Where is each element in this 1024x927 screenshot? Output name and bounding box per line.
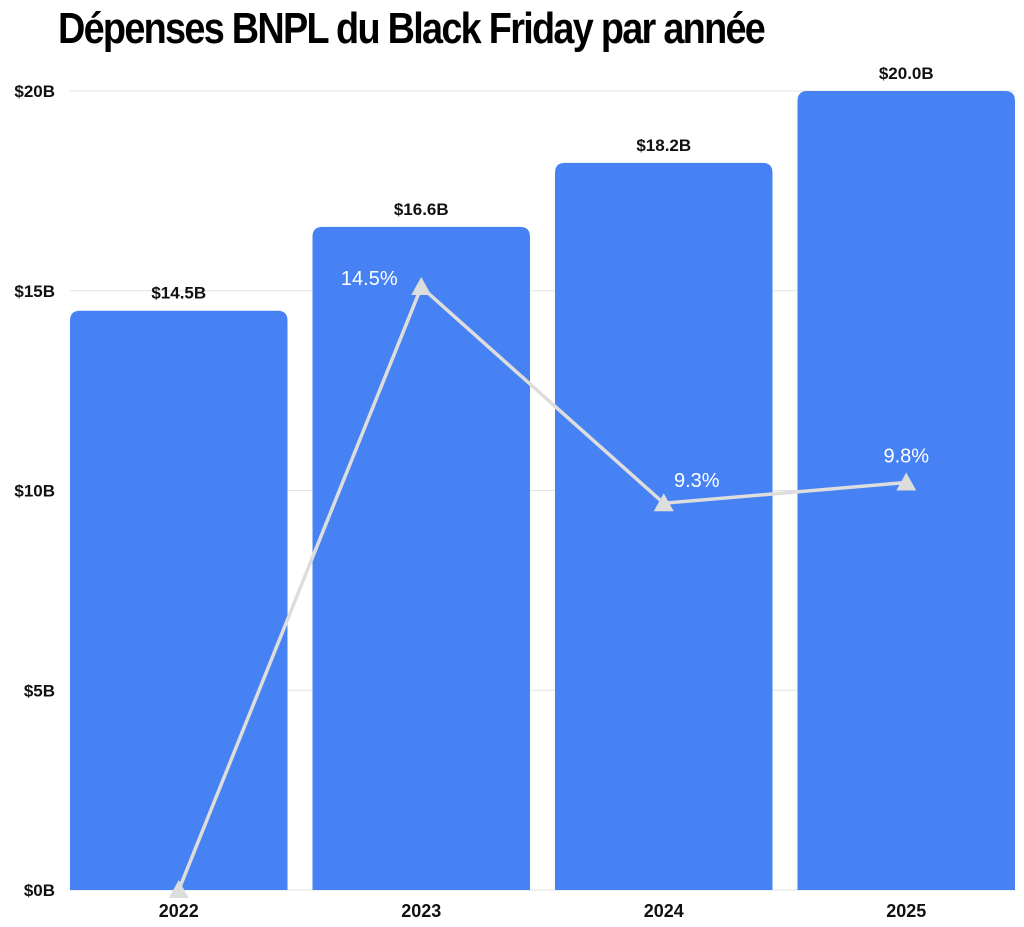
bar-series: [70, 91, 1015, 891]
growth-line: [177, 284, 907, 891]
bar-2022: [70, 310, 288, 891]
chart-title: Dépenses BNPL du Black Friday par année: [58, 4, 766, 53]
y-axis: $0B $5B $10B $15B $20B: [14, 82, 55, 900]
y-tick-label: $15B: [14, 282, 55, 301]
bar-value-label: $16.6B: [394, 200, 449, 219]
triangle-marker-icon: [411, 277, 432, 295]
growth-line-series: 14.5% 9.3% 9.8%: [168, 268, 929, 898]
bar-value-label: $20.0B: [879, 64, 934, 83]
growth-value-label: 9.8%: [883, 445, 929, 467]
bar-value-label: $14.5B: [151, 284, 206, 303]
growth-value-label: 14.5%: [341, 268, 398, 290]
x-axis: 2022 2023 2024 2025: [159, 901, 927, 921]
bar-2024: [555, 162, 773, 890]
y-tick-label: $20B: [14, 82, 55, 101]
bar-value-labels: $14.5B $16.6B $18.2B $20.0B: [151, 64, 933, 303]
triangle-marker-icon: [653, 493, 674, 512]
x-tick-label: 2022: [159, 901, 199, 921]
x-tick-label: 2024: [644, 901, 684, 921]
bar-2025: [797, 91, 1015, 890]
y-tick-label: $5B: [24, 681, 55, 700]
bar-value-label: $18.2B: [636, 136, 691, 155]
x-tick-label: 2025: [886, 901, 926, 921]
triangle-marker-icon: [168, 880, 189, 898]
growth-value-label: 9.3%: [674, 470, 720, 492]
triangle-marker-icon: [896, 472, 917, 491]
x-tick-label: 2023: [401, 901, 441, 921]
y-tick-label: $10B: [14, 482, 55, 501]
bar-2023: [312, 226, 530, 890]
y-tick-label: $0B: [24, 881, 55, 900]
